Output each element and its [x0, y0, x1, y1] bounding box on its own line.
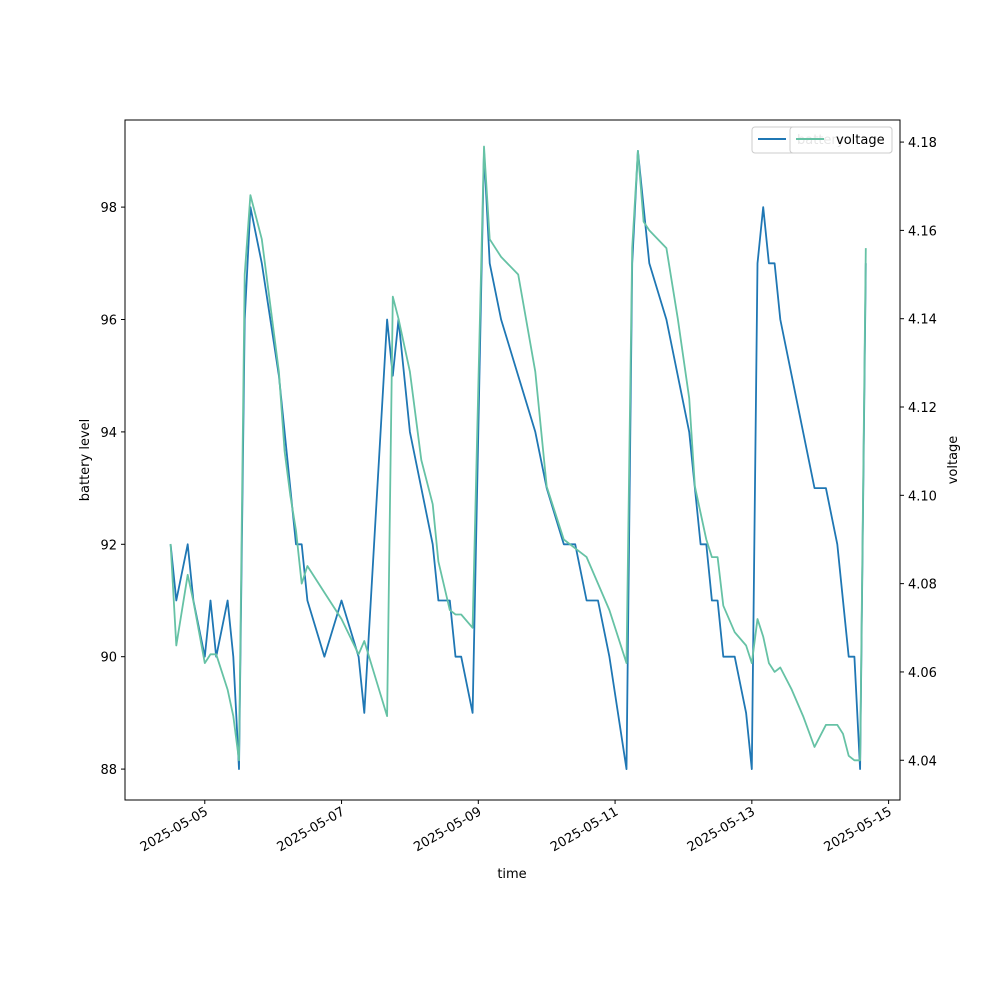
plot-frame: [124, 119, 901, 801]
legend-voltage-box: [789, 126, 893, 154]
right-y-tick-label: 4.12: [908, 401, 937, 416]
x-axis-title: time: [497, 867, 526, 882]
x-tick-label: 2025-05-13: [685, 804, 758, 855]
battery-series-line: [169, 149, 867, 770]
left-y-tick-label: 96: [100, 314, 117, 329]
x-tick-label: 2025-05-11: [548, 804, 621, 855]
plot-area: [125, 120, 900, 800]
right-y-axis-title: voltage: [946, 436, 961, 485]
x-tick-label: 2025-05-15: [822, 804, 895, 855]
left-y-tick-label: 88: [100, 763, 117, 778]
legend-voltage: voltage: [789, 126, 893, 154]
right-y-tick-label: 4.06: [908, 666, 937, 681]
left-y-tick-label: 90: [100, 651, 117, 666]
x-tick-label: 2025-05-09: [411, 804, 484, 855]
legend-voltage-label: voltage: [836, 133, 885, 148]
right-y-tick-label: 4.16: [908, 224, 937, 239]
right-y-tick-label: 4.08: [908, 578, 937, 593]
left-y-tick-label: 92: [100, 538, 117, 553]
x-tick-label: 2025-05-07: [275, 804, 348, 855]
right-y-tick-label: 4.18: [908, 136, 937, 151]
left-y-tick-label: 98: [100, 201, 117, 216]
left-y-axis-ticks: 88 90 92 94 96 98: [100, 201, 125, 778]
left-y-axis-title: battery level: [78, 419, 93, 502]
right-y-tick-label: 4.10: [908, 489, 937, 504]
x-axis-ticks: 2025-05-05 2025-05-07 2025-05-09 2025-05-11…: [138, 800, 895, 855]
left-y-tick-label: 94: [100, 426, 117, 441]
right-y-tick-label: 4.04: [908, 754, 937, 769]
right-y-axis-ticks: 4.04 4.06 4.08 4.10 4.12 4.14 4.16 4.18: [900, 136, 937, 769]
voltage-series-line: [169, 145, 867, 762]
x-tick-label: 2025-05-05: [138, 804, 211, 855]
series-layer: [169, 145, 867, 770]
right-y-tick-label: 4.14: [908, 313, 937, 328]
